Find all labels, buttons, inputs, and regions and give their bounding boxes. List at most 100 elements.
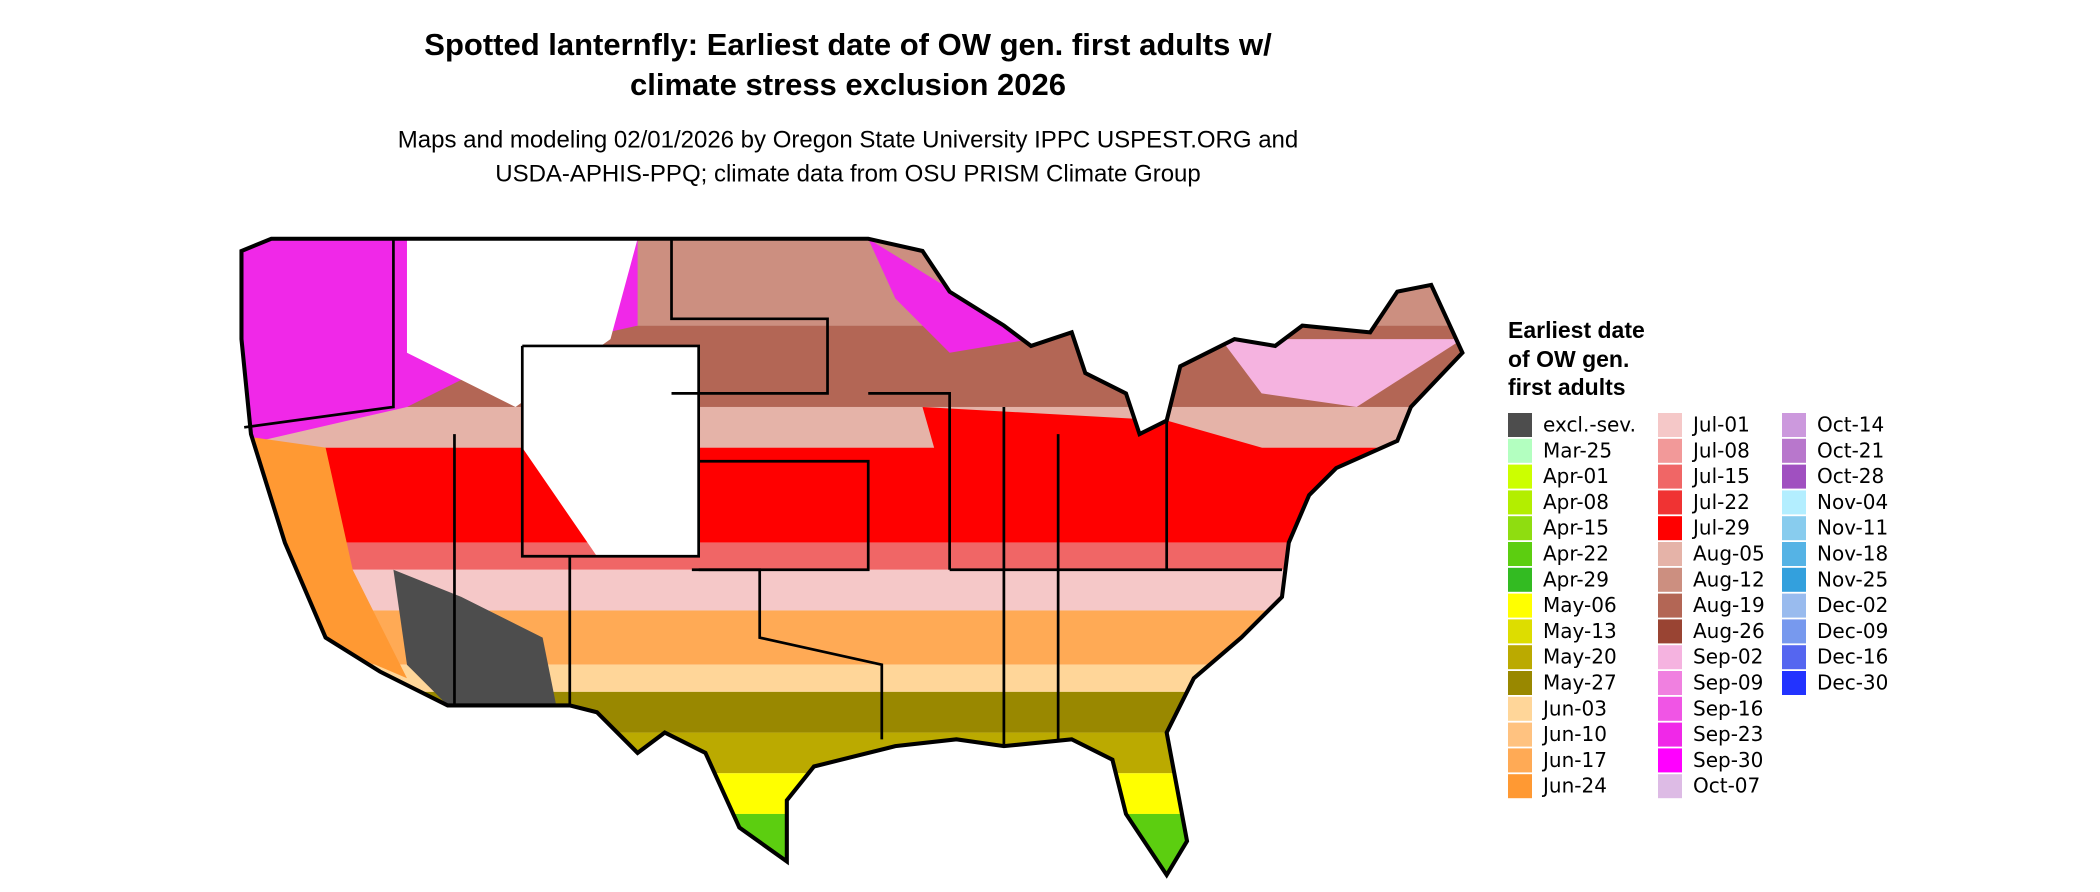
legend-label: Jun-10 [1541, 722, 1607, 746]
legend-label: Jun-17 [1541, 748, 1607, 772]
legend-swatch [1782, 671, 1806, 695]
legend-swatch [1508, 696, 1532, 721]
map [217, 231, 1479, 892]
legend-swatch [1658, 438, 1682, 463]
legend-swatch [1508, 619, 1532, 644]
legend-swatch [1658, 619, 1682, 644]
legend-label: Jun-03 [1541, 696, 1607, 720]
legend-label: excl.-sev. [1543, 413, 1636, 437]
legend-label: Nov-25 [1817, 567, 1888, 591]
legend-label: Apr-08 [1543, 490, 1609, 514]
legend-label: Dec-16 [1817, 645, 1888, 669]
legend-label: Aug-19 [1693, 593, 1765, 617]
legend-swatch [1658, 722, 1682, 747]
map-region [1220, 339, 1463, 407]
legend-label: Jul-08 [1691, 438, 1750, 462]
map-region [922, 406, 1276, 516]
legend-swatch [1782, 593, 1806, 618]
map-band [241, 691, 1463, 733]
legend-label: Dec-30 [1817, 671, 1888, 695]
legend-label: Aug-05 [1693, 542, 1765, 566]
legend-label: Nov-04 [1817, 490, 1888, 514]
legend-label: May-20 [1543, 645, 1617, 669]
legend-label: Sep-23 [1693, 722, 1763, 746]
legend-swatch [1782, 542, 1806, 566]
legend-swatch [1782, 490, 1806, 515]
legend-label: May-06 [1543, 593, 1617, 617]
subtitle-line: Maps and modeling 02/01/2026 by Oregon S… [398, 126, 1298, 153]
map-band [241, 773, 1463, 814]
legend-label: Apr-22 [1543, 542, 1609, 566]
legend-label: Apr-15 [1543, 516, 1609, 540]
title-line: climate stress exclusion 2026 [630, 67, 1066, 102]
legend-swatch [1508, 413, 1532, 437]
legend-label: Dec-02 [1817, 593, 1888, 617]
legend-label: Jul-29 [1691, 516, 1750, 540]
legend-swatch [1508, 464, 1532, 489]
legend-swatch [1782, 619, 1806, 644]
legend-title: of OW gen. [1508, 346, 1629, 372]
legend-label: Dec-09 [1817, 619, 1888, 643]
legend-swatch [1508, 490, 1532, 515]
legend-label: Aug-12 [1693, 567, 1765, 591]
legend-label: Jul-22 [1691, 490, 1750, 514]
legend-swatch [1508, 645, 1532, 670]
legend-swatch [1508, 671, 1532, 695]
map-region [406, 238, 638, 407]
legend-label: Aug-26 [1693, 619, 1765, 643]
legend-swatch [1658, 516, 1682, 541]
legend-title: first adults [1508, 374, 1626, 400]
map-fill [241, 238, 1463, 876]
legend-swatch [1658, 748, 1682, 773]
legend-swatch [1658, 464, 1682, 489]
map-region [868, 238, 1032, 353]
legend-swatch [1782, 645, 1806, 670]
legend-swatch [1658, 774, 1682, 799]
legend-label: Nov-11 [1817, 516, 1888, 540]
map-region [522, 345, 699, 557]
legend-swatch [1658, 645, 1682, 670]
state-borders [244, 238, 1282, 747]
legend-swatch [1782, 516, 1806, 541]
legend-swatch [1782, 438, 1806, 463]
legend-label: Apr-29 [1543, 567, 1609, 591]
legend-label: May-13 [1543, 619, 1617, 643]
legend-swatch [1508, 438, 1532, 463]
map-region [393, 569, 557, 706]
legend-swatch [1658, 696, 1682, 721]
legend-swatch [1508, 774, 1532, 799]
legend-swatch [1658, 413, 1682, 437]
legend-swatch [1658, 490, 1682, 515]
legend-label: Sep-02 [1693, 645, 1763, 669]
map-band [241, 406, 1463, 448]
legend-swatch [1508, 567, 1532, 592]
legend: excl.-sev.Mar-25Apr-01Apr-08Apr-15Apr-22… [1508, 413, 1888, 799]
legend-swatch [1508, 542, 1532, 566]
map-region [241, 434, 407, 679]
legend-label: Oct-07 [1693, 774, 1760, 798]
legend-label: May-27 [1543, 671, 1617, 695]
legend-label: Apr-01 [1543, 464, 1609, 488]
legend-swatch [1508, 722, 1532, 747]
legend-label: Sep-30 [1693, 748, 1763, 772]
legend-swatch [1658, 567, 1682, 592]
map-band [241, 732, 1463, 774]
legend-label: Oct-28 [1817, 464, 1884, 488]
map-band [241, 542, 1463, 570]
legend-swatch [1658, 542, 1682, 566]
legend-label: Jun-24 [1541, 774, 1607, 798]
legend-label: Oct-14 [1817, 413, 1884, 437]
legend-swatch [1658, 671, 1682, 695]
legend-title: Earliest date [1508, 317, 1645, 343]
legend-swatch [1658, 593, 1682, 618]
subtitle-line: USDA-APHIS-PPQ; climate data from OSU PR… [495, 160, 1201, 187]
legend-label: Oct-21 [1817, 438, 1884, 462]
legend-swatch [1782, 413, 1806, 437]
legend-label: Jul-15 [1691, 464, 1750, 488]
legend-label: Sep-09 [1693, 671, 1763, 695]
legend-swatch [1508, 516, 1532, 541]
legend-label: Mar-25 [1543, 438, 1612, 462]
legend-label: Nov-18 [1817, 542, 1888, 566]
map-band [241, 664, 1463, 692]
